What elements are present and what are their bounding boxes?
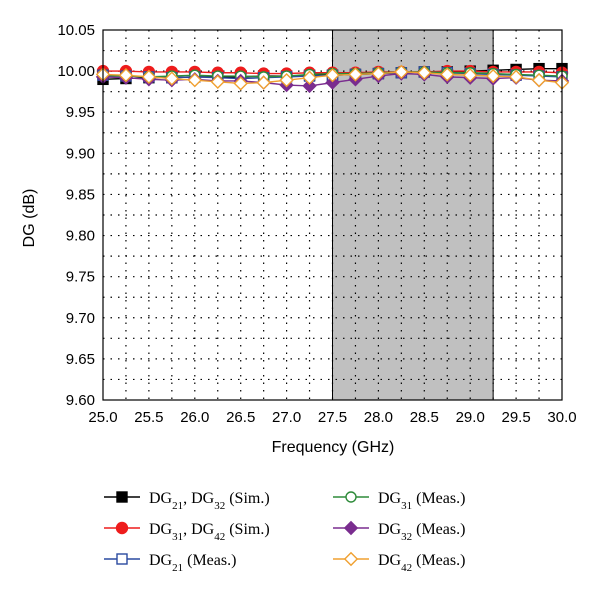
x-tick-label: 27.5 [318,409,347,426]
x-tick-label: 26.5 [226,409,255,426]
legend-text-part: DG [378,552,402,569]
x-tick-label: 25.5 [134,409,163,426]
marker [233,76,248,91]
x-tick-label: 30.0 [547,409,576,426]
grid [103,30,562,400]
legend-text-part: (Meas.) [412,521,465,538]
marker [302,78,317,94]
y-tick-label: 9.85 [66,186,95,203]
series-group [95,62,570,94]
legend-item: DG31, DG42 (Sim.) [104,521,270,543]
marker [417,65,432,80]
legend-subscript: 42 [214,531,225,543]
legend-label: DG21 (Meas.) [149,552,236,574]
marker [394,64,409,80]
marker [116,491,128,503]
marker [348,67,363,82]
x-axis-title: Frequency (GHz) [272,439,395,456]
legend-subscript: 31 [172,531,183,543]
y-axis-title: DG (dB) [21,189,38,248]
legend-text-part: (Meas.) [183,552,236,569]
legend-subscript: 31 [401,500,412,512]
legend-item: DG42 (Meas.) [333,551,465,574]
marker [116,553,128,565]
y-tick-label: 9.90 [66,145,95,162]
y-tick-label: 10.00 [57,63,95,80]
marker [302,70,317,85]
legend-text-part: DG [378,490,402,507]
marker [343,520,359,536]
y-tick-labels: 9.60 9.65 9.70 9.75 9.80 9.85 9.90 9.95 10.00 10.… [57,22,95,409]
y-tick-label: 10.05 [57,22,95,39]
x-tick-label: 25.0 [88,409,117,426]
legend-label: DG31 (Meas.) [378,490,465,512]
x-tick-label: 29.5 [501,409,530,426]
marker [325,68,340,83]
marker [371,66,386,81]
y-tick-label: 9.60 [66,392,95,409]
y-tick-label: 9.70 [66,310,95,327]
legend-label: DG31, DG42 (Sim.) [149,521,270,543]
legend-subscript: 42 [401,562,412,574]
shaded-band-rect [332,29,494,401]
legend-subscript: 32 [214,500,225,512]
marker [508,69,524,85]
marker [463,68,478,83]
marker [210,74,225,89]
legend-text-part: DG [378,521,402,538]
marker [164,71,180,86]
legend-subscript: 21 [172,500,183,512]
legend-subscript: 32 [401,531,412,543]
legend-text-part: (Sim.) [225,490,269,507]
x-tick-label: 27.0 [272,409,301,426]
legend-item: DG31 (Meas.) [333,490,465,512]
legend-text-part: (Sim.) [225,521,269,538]
legend-subscript: 21 [172,562,183,574]
y-tick-label: 9.75 [66,269,95,286]
marker [345,491,357,503]
legend-text-part: DG [149,490,173,507]
legend-text-part: DG [149,552,173,569]
legend-text-part: , DG [183,521,215,538]
marker [325,75,340,90]
legend-label: DG32 (Meas.) [378,521,465,543]
marker [115,521,129,535]
shaded-band [332,29,494,401]
x-tick-labels: 25.0 25.5 26.0 26.5 27.0 27.5 28.0 28.5 29.0 29.5… [88,409,576,426]
legend-text-part: DG [149,521,173,538]
legend-text-part: (Meas.) [412,552,465,569]
marker [440,67,455,82]
marker [256,75,271,90]
y-tick-label: 9.65 [66,351,95,368]
x-tick-label: 28.5 [410,409,439,426]
x-tick-label: 26.0 [180,409,209,426]
marker [187,72,202,88]
legend-text-part: , DG [183,490,215,507]
y-tick-label: 9.80 [66,228,95,245]
marker [279,72,294,88]
x-tick-label: 29.0 [456,409,485,426]
legend-item: DG21, DG32 (Sim.) [104,490,270,512]
legend-item: DG32 (Meas.) [333,520,465,543]
marker [118,68,134,83]
y-tick-label: 9.95 [66,104,95,121]
x-tick-label: 28.0 [364,409,393,426]
plot-frame [102,29,563,401]
marker [141,69,157,85]
marker [485,68,501,84]
legend-label: DG21, DG32 (Sim.) [149,490,270,512]
legend-label: DG42 (Meas.) [378,552,465,574]
legend-item: DG21 (Meas.) [104,552,236,574]
legend: DG21, DG32 (Sim.)DG31, DG42 (Sim.)DG21 (… [104,490,465,574]
series-5 [95,64,570,91]
legend-text-part: (Meas.) [412,490,465,507]
marker [531,72,547,88]
marker [343,551,359,567]
